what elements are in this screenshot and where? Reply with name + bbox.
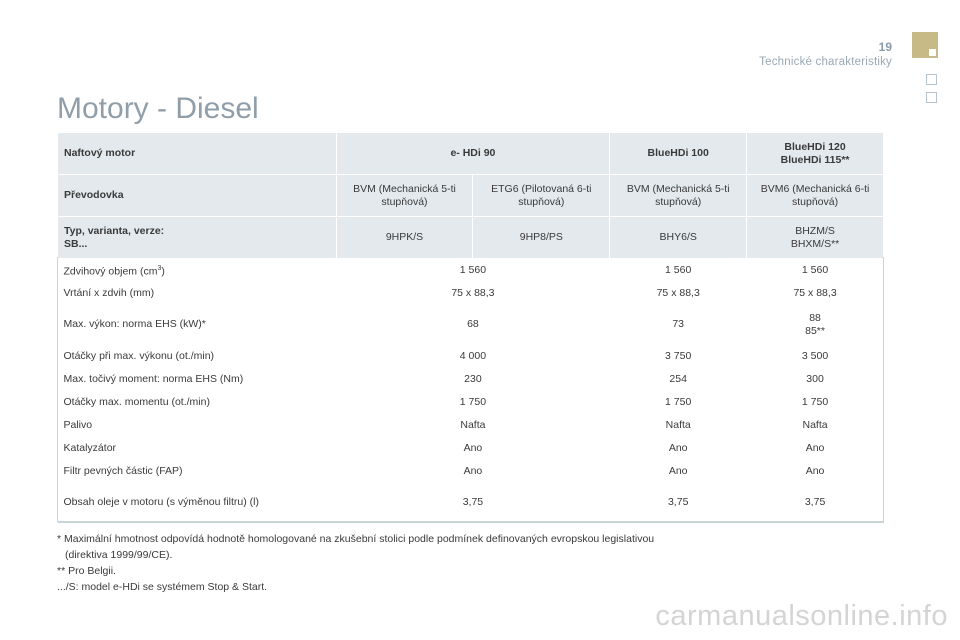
row-value: 68 <box>467 318 479 330</box>
table-row: Filtr pevných částic (FAP) Ano Ano Ano <box>58 460 884 483</box>
square-bullet-icon <box>929 49 936 56</box>
row-value: 3,75 <box>336 482 610 523</box>
row-value-multi: 88 85** <box>805 311 825 337</box>
row-label: Otáčky při max. výkonu (ot./min) <box>63 349 215 362</box>
row-value: Nafta <box>802 418 828 431</box>
row-label: Otáčky max. momentu (ot./min) <box>63 395 210 408</box>
row-value: 1 750 <box>801 395 829 408</box>
row-value: 3,75 <box>609 482 747 523</box>
row-value: 1 750 <box>459 395 487 408</box>
footnote-belgium: ** Pro Belgii. <box>57 565 116 577</box>
engine-label: Naftový motor <box>57 132 337 175</box>
section-title: Technické charakteristiky <box>759 56 892 68</box>
row-label: Max. točivý moment: norma EHS (Nm) <box>63 372 244 385</box>
row-label: Max. výkon: norma EHS (kW)* <box>63 318 206 330</box>
type-value: BHY6/S <box>609 216 748 259</box>
row-value: 75 x 88,3 <box>793 286 837 299</box>
table-row: Katalyzátor Ano Ano Ano <box>58 437 884 460</box>
engine-header-row: Naftový motor e- HDi 90 BlueHDi 100 Blue… <box>57 132 884 175</box>
table-row: Vrtání x zdvih (mm) 75 x 88,3 75 x 88,3 … <box>58 282 884 305</box>
engine-spec-table: Naftový motor e- HDi 90 BlueHDi 100 Blue… <box>57 132 884 523</box>
row-value: 3 500 <box>801 349 829 362</box>
type-value: 9HP8/PS <box>472 216 611 259</box>
gearbox-row: Převodovka BVM (Mechanická 5-ti stupňová… <box>57 174 884 217</box>
footnote-power-cont: (direktiva 1999/99/CE). <box>65 549 173 561</box>
row-value: Nafta <box>665 418 691 431</box>
watermark: carmanualsonline.info <box>655 600 948 632</box>
row-value: 3 750 <box>665 349 692 362</box>
row-label: Zdvihový objem (cm3) <box>63 265 165 278</box>
table-row: Otáčky max. momentu (ot./min) 1 750 1 75… <box>58 391 884 414</box>
table-row: Palivo Nafta Nafta Nafta <box>58 414 884 437</box>
row-value: 4 000 <box>459 349 487 362</box>
gearbox-value: BVM6 (Mechanická 6-ti stupňová) <box>746 174 884 217</box>
gearbox-value: ETG6 (Pilotovaná 6-ti stupňová) <box>472 174 611 217</box>
section-tab-3[interactable] <box>926 92 937 103</box>
table-row: Obsah oleje v motoru (s výměnou filtru) … <box>57 482 884 523</box>
gearbox-label: Převodovka <box>57 174 337 217</box>
row-label: Katalyzátor <box>63 441 117 454</box>
row-value: 230 <box>464 372 482 385</box>
table-row: Otáčky při max. výkonu (ot./min) 4 000 3… <box>58 345 884 368</box>
section-tab-active[interactable] <box>912 32 938 58</box>
row-value: 300 <box>806 372 824 385</box>
type-value: 9HPK/S <box>335 216 474 259</box>
engine-name-multi: BlueHDi 120 BlueHDi 115** <box>746 132 884 175</box>
footnote-power: * Maximální hmotnost odpovídá hodnotě ho… <box>57 533 655 545</box>
page-title: Motory - Diesel <box>57 92 259 125</box>
row-value: 75 x 88,3 <box>656 286 700 299</box>
gearbox-value: BVM (Mechanická 5-ti stupňová) <box>335 174 474 217</box>
row-value: Ano <box>463 441 483 454</box>
row-value: 1 560 <box>801 263 829 276</box>
row-value: Ano <box>463 464 483 477</box>
row-value: Nafta <box>460 418 486 431</box>
table-row: Zdvihový objem (cm3) 1 560 1 560 1 560 <box>58 259 884 282</box>
row-value: 1 560 <box>459 263 487 276</box>
table-row: Max. výkon: norma EHS (kW)* 68 73 88 85** <box>58 305 884 345</box>
row-value: 254 <box>669 372 687 385</box>
footnotes: * Maximální hmotnost odpovídá hodnotě ho… <box>57 531 837 595</box>
row-value: 75 x 88,3 <box>451 286 495 299</box>
type-value-multi: BHZM/S BHXM/S** <box>746 216 884 259</box>
row-value: Ano <box>805 441 825 454</box>
gearbox-value: BVM (Mechanická 5-ti stupňová) <box>609 174 748 217</box>
section-tab-2[interactable] <box>926 74 937 85</box>
footnote-stop-start: .../S: model e-HDi se systémem Stop & St… <box>57 581 268 593</box>
row-label: Obsah oleje v motoru (s výměnou filtru) … <box>57 482 337 523</box>
type-label: Typ, varianta, verze: SB... <box>57 216 337 259</box>
table-row: Max. točivý moment: norma EHS (Nm) 230 2… <box>58 368 884 391</box>
engine-name: BlueHDi 100 <box>609 132 748 175</box>
row-label: Palivo <box>63 418 93 431</box>
engine-name: e- HDi 90 <box>335 132 611 175</box>
row-value: 1 750 <box>665 395 692 408</box>
row-value: Ano <box>805 464 825 477</box>
row-value: 1 560 <box>665 263 692 276</box>
type-row: Typ, varianta, verze: SB... 9HPK/S 9HP8/P… <box>57 216 884 259</box>
row-value: Ano <box>668 464 688 477</box>
row-label: Filtr pevných částic (FAP) <box>63 464 183 477</box>
row-value: Ano <box>668 441 688 454</box>
row-value: 73 <box>672 318 685 330</box>
row-label: Vrtání x zdvih (mm) <box>63 286 155 299</box>
row-value: 3,75 <box>746 482 884 523</box>
page-number: 19 <box>878 40 892 54</box>
